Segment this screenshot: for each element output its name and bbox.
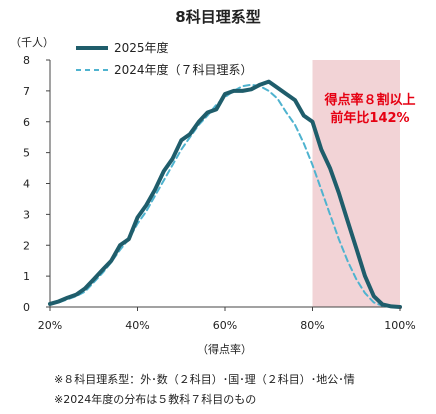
y-tick-label: 7	[23, 85, 30, 98]
y-tick-label: 2	[23, 239, 30, 252]
y-tick-label: 8	[23, 54, 30, 67]
annotation-line-2: 前年比142%	[330, 110, 409, 126]
legend-label-2025: 2025年度	[114, 40, 169, 55]
x-tick-label: 40%	[125, 319, 149, 332]
note-2024-distribution: ※2024年度の分布は５教科７科目のもの	[54, 393, 257, 406]
highlight-band-80-100	[312, 60, 400, 307]
y-axis-unit-label: （千人）	[10, 36, 54, 49]
y-tick-label: 3	[23, 208, 30, 221]
y-tick-label: 4	[23, 178, 30, 191]
x-axis-unit-label: （得点率）	[197, 343, 252, 356]
series-line-2025	[48, 79, 402, 309]
y-tick-label: 1	[23, 270, 30, 283]
x-tick-label: 100%	[384, 319, 415, 332]
x-tick-label: 60%	[213, 319, 237, 332]
x-tick-label: 20%	[38, 319, 62, 332]
legend-label-2024: 2024年度（７科目理系）	[114, 62, 253, 77]
chart-title: 8科目理系型	[175, 8, 261, 26]
chart-notes: ※８科目理系型：外･数（２科目）･国･理（２科目）･地公･情 ※2024年度の分…	[54, 370, 355, 410]
y-tick-label: 6	[23, 116, 30, 129]
x-tick-label: 80%	[300, 319, 324, 332]
annotation-line-1: 得点率８割以上	[323, 92, 415, 108]
y-tick-label: 5	[23, 147, 30, 160]
note-subjects: ※８科目理系型：外･数（２科目）･国･理（２科目）･地公･情	[54, 373, 355, 386]
y-tick-label: 0	[23, 301, 30, 314]
